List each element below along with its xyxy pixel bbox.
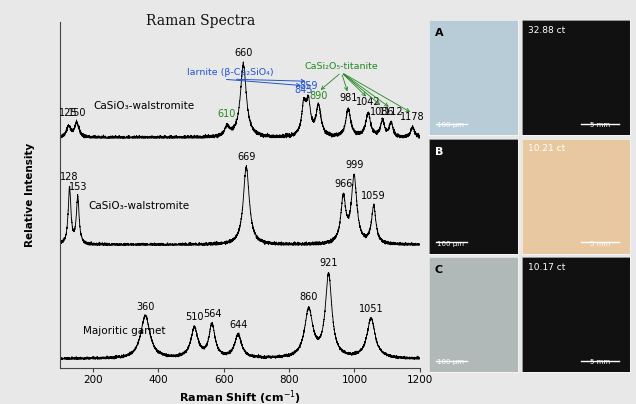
X-axis label: Raman Shift (cm$^{-1}$): Raman Shift (cm$^{-1}$) <box>179 389 301 404</box>
Text: Majoritic garnet: Majoritic garnet <box>83 326 166 336</box>
Text: 999: 999 <box>345 160 363 170</box>
Text: 860: 860 <box>300 292 318 302</box>
Text: 360: 360 <box>136 302 155 311</box>
Text: 966: 966 <box>334 179 352 189</box>
Text: 150: 150 <box>67 108 86 118</box>
Text: 644: 644 <box>229 320 247 330</box>
Text: 32.88 ct: 32.88 ct <box>528 26 565 35</box>
Text: 1059: 1059 <box>361 191 386 201</box>
Text: CaSi₂O₅-titanite: CaSi₂O₅-titanite <box>305 61 378 71</box>
Text: larnite (β-Ca₂SiO₄): larnite (β-Ca₂SiO₄) <box>187 69 273 78</box>
Text: 100 μm: 100 μm <box>437 359 464 365</box>
Text: 890: 890 <box>309 91 328 101</box>
Text: 125: 125 <box>59 109 78 118</box>
Text: 981: 981 <box>339 93 357 103</box>
Text: 510: 510 <box>185 312 204 322</box>
Text: 610: 610 <box>218 109 236 119</box>
Text: 5 mm: 5 mm <box>590 241 611 247</box>
Text: CaSiO₃-walstromite: CaSiO₃-walstromite <box>93 101 194 111</box>
Text: A: A <box>434 28 443 38</box>
Text: B: B <box>434 147 443 157</box>
Text: CaSiO₃-walstromite: CaSiO₃-walstromite <box>88 201 190 211</box>
Text: 1042: 1042 <box>356 97 380 107</box>
Text: 1112: 1112 <box>378 107 403 118</box>
Text: 10.17 ct: 10.17 ct <box>528 263 565 272</box>
Text: 845: 845 <box>294 85 313 95</box>
Text: 100 μm: 100 μm <box>437 241 464 247</box>
Text: 5 mm: 5 mm <box>590 122 611 128</box>
Text: 921: 921 <box>319 258 338 268</box>
Text: 5 mm: 5 mm <box>590 359 611 365</box>
Text: 100 μm: 100 μm <box>437 122 464 128</box>
Text: 10.21 ct: 10.21 ct <box>528 144 565 154</box>
Text: 128: 128 <box>60 172 79 182</box>
Text: 660: 660 <box>234 48 252 59</box>
Text: 1086: 1086 <box>370 107 395 116</box>
Text: 564: 564 <box>203 309 221 319</box>
Text: C: C <box>434 265 443 275</box>
Text: 859: 859 <box>299 81 317 90</box>
Text: Raman Spectra: Raman Spectra <box>146 14 255 28</box>
Text: 1051: 1051 <box>359 304 384 314</box>
Text: 669: 669 <box>237 152 256 162</box>
Text: 153: 153 <box>69 182 87 192</box>
Text: 1178: 1178 <box>400 112 425 122</box>
Text: Relative Intensity: Relative Intensity <box>25 143 35 247</box>
